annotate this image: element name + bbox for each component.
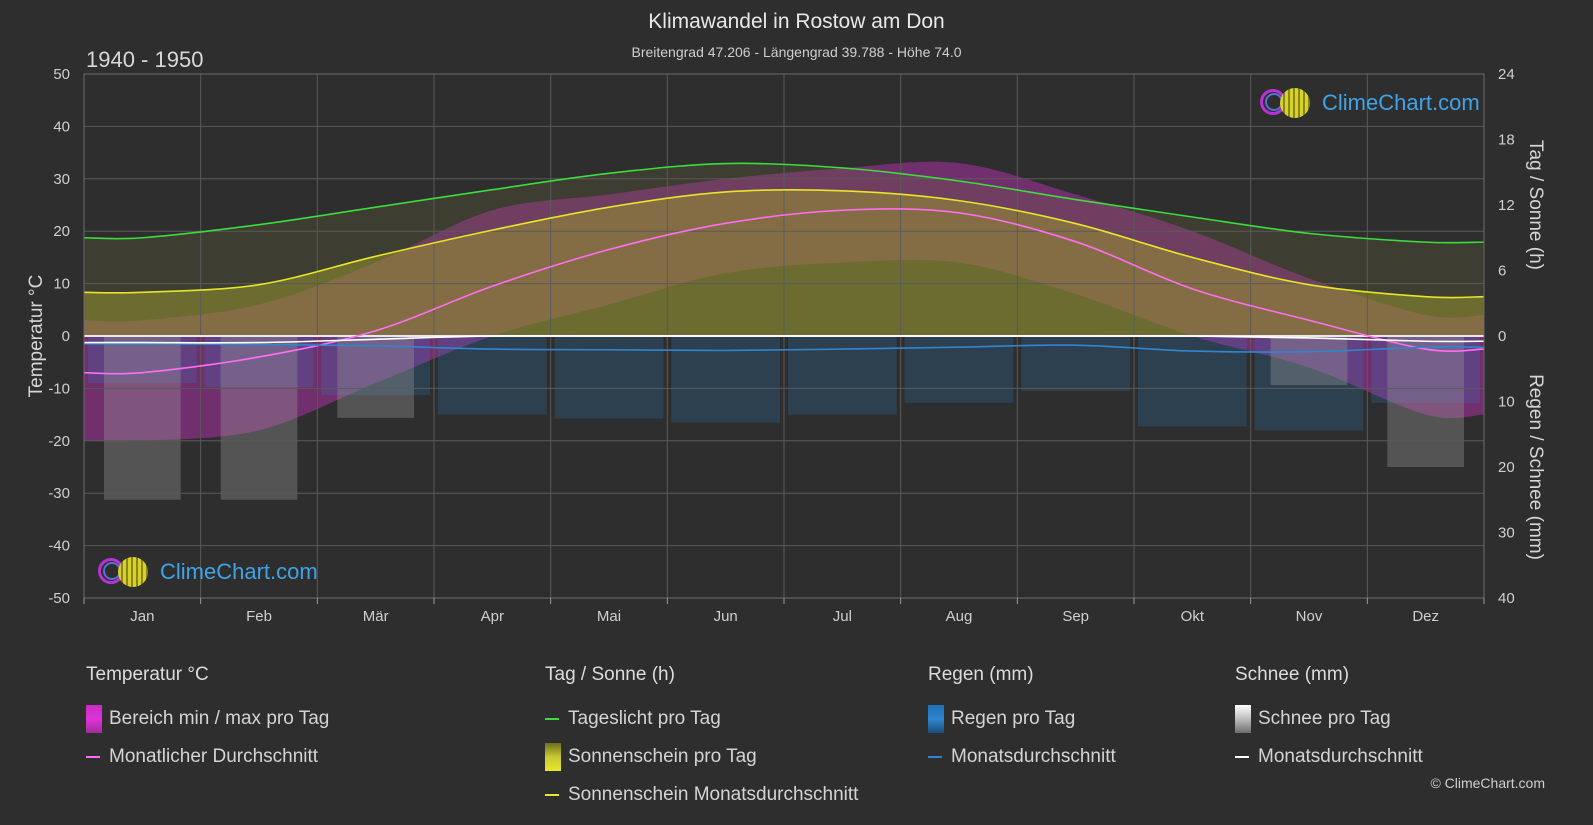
y-right-rain-tick-label: 40	[1498, 590, 1515, 607]
y-right-bottom-axis-title: Regen / Schnee (mm)	[1525, 374, 1546, 560]
legend-item-rain-avg: Monatsdurchschnitt	[928, 738, 1116, 776]
legend-title: Temperatur °C	[86, 664, 209, 685]
legend-item-sunshine: Sonnenschein pro Tag	[545, 738, 858, 776]
rain-bar	[554, 336, 664, 419]
y-right-hours-tick-label: 18	[1498, 132, 1515, 149]
x-month-label: Sep	[1062, 608, 1089, 625]
snow-bar	[337, 336, 414, 418]
x-month-label: Jun	[714, 608, 738, 625]
legend-label: Bereich min / max pro Tag	[109, 708, 330, 729]
legend-title: Schnee (mm)	[1235, 664, 1350, 685]
x-month-label: Aug	[946, 608, 973, 625]
brand-logo-bottom[interactable]: ClimeChart.com	[96, 555, 318, 589]
x-month-label: Mär	[363, 608, 389, 625]
temp-avg-swatch	[86, 756, 100, 758]
y-left-tick-label: 30	[53, 171, 70, 188]
y-left-tick-label: -30	[48, 485, 70, 502]
snow-bar	[1387, 336, 1464, 467]
legend-daysun: Tag / Sonne (h) Tageslicht pro Tag Sonne…	[545, 664, 858, 814]
sunshine-avg-line	[83, 188, 1485, 299]
legend-item-temp-avg: Monatlicher Durchschnitt	[86, 738, 329, 776]
copyright: © ClimeChart.com	[1430, 775, 1545, 791]
y-left-axis-title: Temperatur °C	[26, 275, 47, 398]
rain-swatch	[928, 705, 944, 733]
y-left-tick-label: 20	[53, 223, 70, 240]
y-right-hours-tick-label: 12	[1498, 197, 1515, 214]
y-right-top-axis-title: Tag / Sonne (h)	[1525, 140, 1546, 270]
rain-bar	[1021, 336, 1130, 392]
legend-label: Schnee pro Tag	[1258, 708, 1391, 729]
y-right-hours-tick-label: 6	[1498, 263, 1506, 280]
y-left-tick-label: 40	[53, 118, 70, 135]
x-month-label: Jul	[833, 608, 852, 625]
x-month-label: Jan	[130, 608, 154, 625]
brand-name: ClimeChart.com	[1322, 90, 1480, 115]
temp-range-swatch	[86, 705, 102, 733]
rain-avg-swatch	[928, 756, 942, 758]
temp-avg-line	[83, 208, 1485, 375]
x-month-label: Apr	[481, 608, 504, 625]
y-left-tick-label: -10	[48, 380, 70, 397]
sunshine-avg-swatch	[545, 794, 559, 796]
y-left-tick-label: -50	[48, 590, 70, 607]
x-month-label: Mai	[597, 608, 621, 625]
legend-item-daylight: Tageslicht pro Tag	[545, 700, 858, 738]
y-left-tick-label: 0	[62, 328, 70, 345]
chart-subtitle: Breitengrad 47.206 - Längengrad 39.788 -…	[631, 44, 962, 60]
brand-name: ClimeChart.com	[160, 559, 318, 584]
legend-label: Monatsdurchschnitt	[1258, 746, 1423, 767]
y-left-tick-label: 50	[53, 66, 70, 83]
y-right-hours-tick-label: 0	[1498, 328, 1506, 345]
legend-snow: Schnee (mm) Schnee pro Tag Monatsdurchsc…	[1235, 664, 1423, 776]
period-label: 1940 - 1950	[86, 47, 204, 72]
daylight-swatch	[545, 718, 559, 720]
y-left-tick-label: -20	[48, 433, 70, 450]
legend-label: Tageslicht pro Tag	[568, 708, 721, 729]
x-month-label: Nov	[1296, 608, 1323, 625]
y-left-tick-label: -40	[48, 538, 70, 555]
legend-title: Regen (mm)	[928, 664, 1034, 685]
legend-item-sunshine-avg: Sonnenschein Monatsdurchschnitt	[545, 776, 858, 814]
climate-chart: 50 40 30 20 10 0 -10 -20 -30 -40 -50 24 18 12 6 0 10 20 30…	[26, 66, 1546, 625]
legend-rain: Regen (mm) Regen pro Tag Monatsdurchschn…	[928, 664, 1116, 776]
snow-bar	[104, 336, 181, 500]
chart-title: Klimawandel in Rostow am Don	[648, 10, 945, 33]
sunshine-swatch	[545, 743, 561, 771]
legend-label: Regen pro Tag	[951, 708, 1076, 729]
legend-item-snow-avg: Monatsdurchschnitt	[1235, 738, 1423, 776]
rain-avg-line	[83, 343, 1485, 353]
legend-title: Tag / Sonne (h)	[545, 664, 675, 685]
x-month-label: Dez	[1412, 608, 1439, 625]
snow-bar	[220, 336, 298, 500]
legend-label: Sonnenschein Monatsdurchschnitt	[568, 784, 859, 805]
climechart-logo-icon	[1258, 86, 1316, 120]
y-right-rain-tick-label: 20	[1498, 459, 1515, 476]
legend-item-snow: Schnee pro Tag	[1235, 700, 1423, 738]
snow-avg-swatch	[1235, 756, 1249, 758]
legend-temperature: Temperatur °C Bereich min / max pro Tag …	[86, 664, 329, 776]
rain-bar	[671, 336, 780, 423]
legend-item-temp-range: Bereich min / max pro Tag	[86, 700, 329, 738]
snow-bar	[1270, 336, 1348, 386]
legend-label: Monatlicher Durchschnitt	[109, 746, 319, 767]
legend-item-rain: Regen pro Tag	[928, 700, 1116, 738]
climechart-logo-icon	[96, 555, 154, 589]
snow-swatch	[1235, 705, 1251, 733]
legend-label: Monatsdurchschnitt	[951, 746, 1116, 767]
y-left-tick-label: 10	[53, 276, 70, 293]
y-right-hours-tick-label: 24	[1498, 66, 1515, 83]
x-month-label: Feb	[246, 608, 272, 625]
snow-avg-line	[84, 334, 1485, 344]
legend-label: Sonnenschein pro Tag	[568, 746, 757, 767]
x-month-label: Okt	[1181, 608, 1205, 625]
brand-logo-top[interactable]: ClimeChart.com	[1258, 86, 1480, 120]
daylight-line	[83, 162, 1485, 244]
y-right-rain-tick-label: 10	[1498, 394, 1515, 411]
y-right-rain-tick-label: 30	[1498, 525, 1515, 542]
